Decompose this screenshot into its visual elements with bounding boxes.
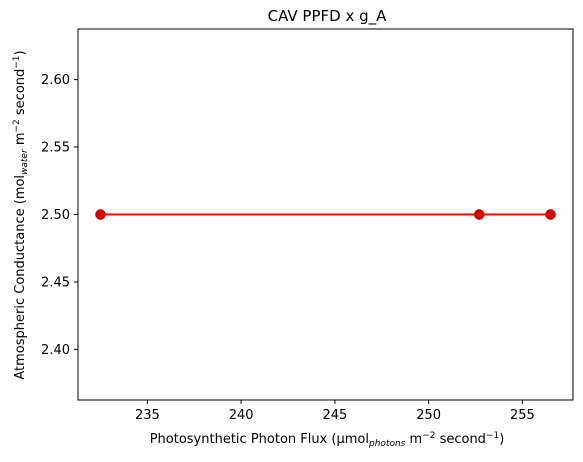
x-axis-label: Photosynthetic Photon Flux (µmolphotons … [150,431,505,449]
x-tick-label: 235 [135,408,160,423]
y-tick-label: 2.50 [41,208,70,223]
y-axis-label: Atmospheric Conductance (molwater m−2 se… [12,50,30,379]
y-tick-label: 2.40 [41,343,70,358]
y-tick-label: 2.45 [41,275,70,290]
x-tick-label: 255 [510,408,535,423]
chart-title: CAV PPFD x g_A [268,7,388,26]
y-tick-label: 2.60 [41,73,70,88]
x-tick-label: 250 [416,408,441,423]
x-axis: 235 240 245 250 255 [135,400,535,423]
y-axis: 2.40 2.45 2.50 2.55 2.60 [41,73,78,358]
x-tick-label: 240 [229,408,254,423]
y-tick-label: 2.55 [41,141,70,156]
x-tick-label: 245 [322,408,347,423]
